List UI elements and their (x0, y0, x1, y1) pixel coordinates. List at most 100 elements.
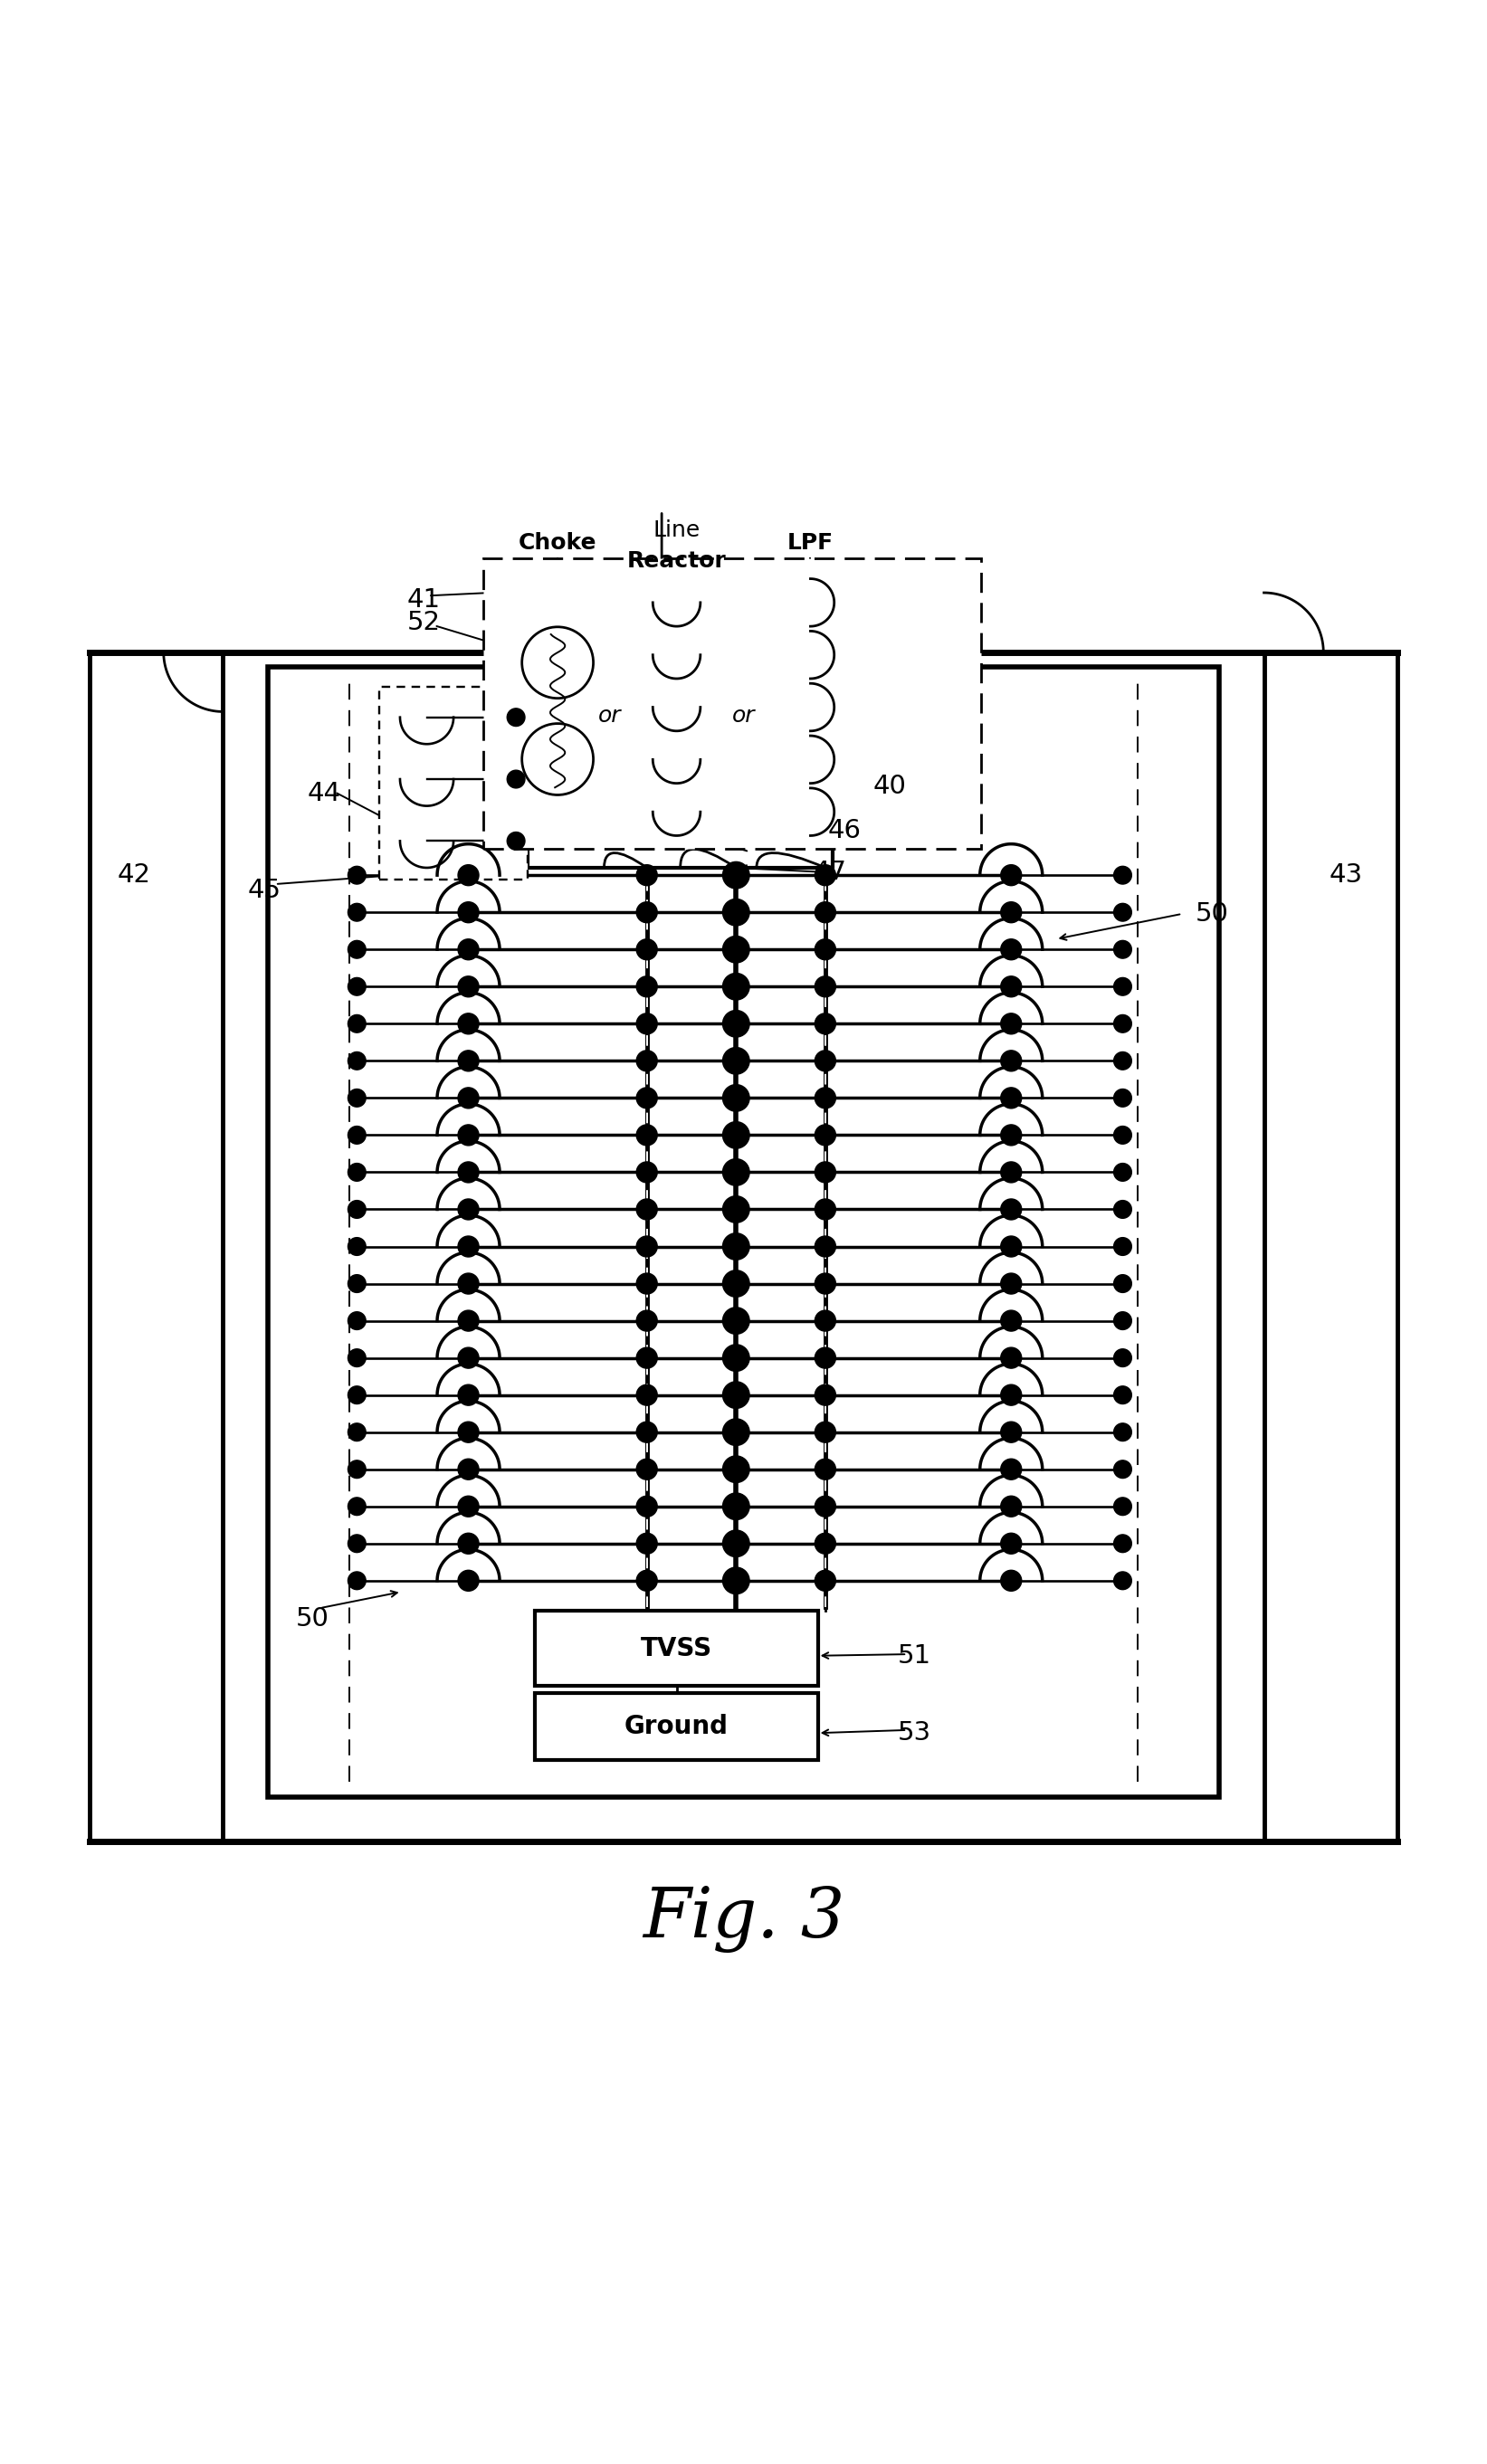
Circle shape (458, 1200, 479, 1220)
Circle shape (507, 771, 525, 788)
Circle shape (1001, 865, 1022, 885)
Circle shape (1114, 1535, 1132, 1552)
Circle shape (348, 1461, 366, 1478)
Circle shape (815, 1496, 836, 1518)
Text: 52: 52 (407, 609, 440, 636)
Circle shape (815, 1013, 836, 1035)
Circle shape (636, 1533, 657, 1555)
Circle shape (1001, 976, 1022, 998)
Text: 42: 42 (117, 862, 150, 887)
Circle shape (636, 1124, 657, 1146)
Text: or: or (732, 705, 755, 727)
Circle shape (1001, 1422, 1022, 1441)
Circle shape (1114, 1274, 1132, 1294)
Circle shape (636, 1311, 657, 1331)
Circle shape (815, 976, 836, 998)
Bar (268, 668, 1219, 1796)
Circle shape (1001, 1163, 1022, 1183)
Text: Mitigation: Mitigation (608, 801, 752, 825)
Circle shape (1001, 939, 1022, 961)
Circle shape (1001, 1274, 1022, 1294)
Text: or: or (598, 705, 622, 727)
Circle shape (1114, 1237, 1132, 1254)
Circle shape (723, 1195, 749, 1222)
Circle shape (1001, 1385, 1022, 1404)
Circle shape (348, 867, 366, 885)
Circle shape (723, 1232, 749, 1259)
Circle shape (723, 1419, 749, 1446)
Circle shape (636, 1385, 657, 1404)
Text: TVSS: TVSS (641, 1636, 712, 1661)
Circle shape (815, 1200, 836, 1220)
Text: Neutral: Neutral (623, 641, 730, 665)
Circle shape (1114, 1572, 1132, 1589)
Circle shape (458, 939, 479, 961)
Circle shape (1114, 1052, 1132, 1069)
Circle shape (348, 1237, 366, 1254)
Circle shape (1001, 1013, 1022, 1035)
Text: 45: 45 (248, 877, 281, 902)
Circle shape (1001, 1311, 1022, 1331)
Circle shape (636, 1422, 657, 1441)
Circle shape (815, 1348, 836, 1368)
Circle shape (348, 1200, 366, 1217)
Circle shape (458, 902, 479, 922)
Circle shape (1001, 902, 1022, 922)
Circle shape (348, 1387, 366, 1404)
Circle shape (636, 1570, 657, 1592)
Circle shape (348, 1572, 366, 1589)
Circle shape (815, 1163, 836, 1183)
Circle shape (636, 1496, 657, 1518)
Circle shape (636, 976, 657, 998)
Circle shape (1114, 904, 1132, 922)
Circle shape (1114, 1089, 1132, 1106)
Text: 51: 51 (898, 1643, 931, 1668)
Circle shape (636, 1237, 657, 1257)
Circle shape (458, 1496, 479, 1518)
Circle shape (636, 1348, 657, 1368)
Circle shape (1114, 1126, 1132, 1143)
Circle shape (1114, 1461, 1132, 1478)
Circle shape (348, 1089, 366, 1106)
Circle shape (636, 1163, 657, 1183)
Circle shape (348, 1535, 366, 1552)
Circle shape (723, 1382, 749, 1409)
Text: 40: 40 (873, 774, 906, 798)
Text: 50: 50 (296, 1607, 329, 1631)
Circle shape (636, 902, 657, 922)
Circle shape (348, 1424, 366, 1441)
Circle shape (1001, 1200, 1022, 1220)
Circle shape (458, 1050, 479, 1072)
Circle shape (1114, 1424, 1132, 1441)
Circle shape (723, 1084, 749, 1111)
Circle shape (723, 1121, 749, 1148)
Circle shape (815, 1274, 836, 1294)
Circle shape (507, 707, 525, 727)
Circle shape (1001, 1533, 1022, 1555)
Circle shape (1114, 1387, 1132, 1404)
Circle shape (723, 899, 749, 926)
Circle shape (458, 865, 479, 885)
Text: 44: 44 (308, 781, 341, 806)
Circle shape (1001, 1050, 1022, 1072)
Bar (89, 653, 223, 1841)
Circle shape (723, 936, 749, 963)
Circle shape (458, 1348, 479, 1368)
Circle shape (458, 1163, 479, 1183)
Circle shape (458, 976, 479, 998)
Bar (513, 616, 840, 690)
Circle shape (1001, 1459, 1022, 1481)
Circle shape (723, 1493, 749, 1520)
Bar (379, 687, 528, 880)
Text: 43: 43 (1329, 862, 1362, 887)
Circle shape (348, 1311, 366, 1331)
Text: 46: 46 (828, 818, 861, 843)
Circle shape (1114, 1163, 1132, 1180)
Circle shape (723, 1456, 749, 1483)
Circle shape (1114, 978, 1132, 995)
Circle shape (815, 865, 836, 885)
Circle shape (1114, 1498, 1132, 1515)
Circle shape (636, 1459, 657, 1481)
Circle shape (458, 1124, 479, 1146)
Circle shape (636, 1274, 657, 1294)
